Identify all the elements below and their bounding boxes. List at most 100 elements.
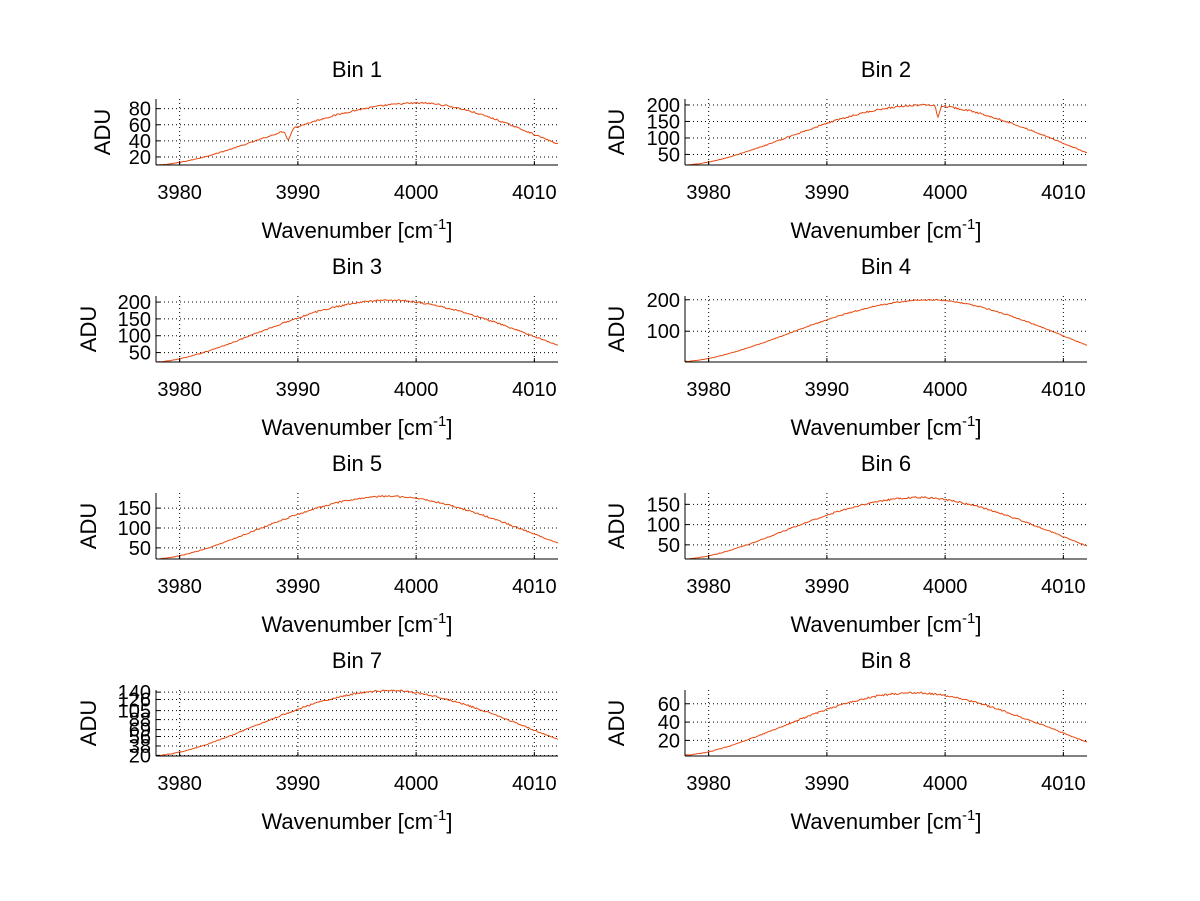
x-axis-label-main: Wavenumber [cm — [261, 612, 433, 637]
y-tick-label: 100 — [647, 321, 680, 343]
x-axis-label: Wavenumber [cm-1] — [261, 807, 452, 834]
x-tick-label: 4010 — [1041, 182, 1086, 204]
y-tick-label: 50 — [129, 538, 151, 560]
y-axis-label: ADU — [604, 306, 629, 352]
x-axis-label-main: Wavenumber [cm — [261, 218, 433, 243]
x-axis-label: Wavenumber [cm-1] — [261, 413, 452, 440]
x-tick-label: 4000 — [394, 773, 439, 795]
y-tick-label: 100 — [647, 128, 680, 150]
chart-title: Bin 5 — [332, 451, 382, 476]
chart-title: Bin 2 — [861, 57, 911, 82]
spectrum-line — [684, 103, 1088, 166]
x-tick-label: 4000 — [923, 576, 968, 598]
x-axis-label-main: Wavenumber [cm — [790, 809, 962, 834]
y-tick-label: 20 — [129, 147, 151, 169]
y-tick-label: 69 — [129, 720, 151, 742]
x-tick-label: 3990 — [805, 773, 850, 795]
x-axis-label-exponent: -1 — [962, 216, 975, 233]
x-axis-label-main: Wavenumber [cm — [790, 415, 962, 440]
x-tick-label: 4000 — [394, 379, 439, 401]
x-tick-label: 3980 — [686, 576, 731, 598]
x-tick-label: 4000 — [923, 182, 968, 204]
y-tick-label: 150 — [647, 494, 680, 516]
y-tick-label: 150 — [647, 111, 680, 133]
y-axis-label: ADU — [604, 700, 629, 746]
x-axis-label-exponent: -1 — [433, 413, 446, 430]
x-tick-label: 3990 — [805, 576, 850, 598]
x-tick-label: 4000 — [394, 576, 439, 598]
chart-title: Bin 6 — [861, 451, 911, 476]
x-axis-label-close: ] — [446, 415, 452, 440]
x-axis-label-main: Wavenumber [cm — [261, 809, 433, 834]
subplot-bin-4: Bin 4 3980 3990 4000 4010 100 200 Wavenumber [c… — [604, 254, 1088, 440]
x-tick-label: 4010 — [1041, 773, 1086, 795]
x-tick-label: 3990 — [276, 773, 321, 795]
y-axis-label: ADU — [76, 503, 101, 549]
x-axis-label-close: ] — [975, 612, 981, 637]
x-tick-label: 3980 — [157, 379, 202, 401]
x-axis-label-close: ] — [446, 218, 452, 243]
spectrum-line — [155, 689, 559, 757]
x-tick-label: 4000 — [394, 182, 439, 204]
y-tick-label: 100 — [647, 515, 680, 537]
y-tick-label: 126 — [118, 690, 151, 712]
y-tick-label: 50 — [658, 535, 680, 557]
x-tick-label: 4000 — [923, 773, 968, 795]
spectrum-line — [155, 299, 559, 363]
x-tick-label: 4010 — [512, 773, 557, 795]
y-tick-label: 60 — [658, 694, 680, 716]
x-axis-label: Wavenumber [cm-1] — [790, 610, 981, 637]
x-axis-label-exponent: -1 — [962, 413, 975, 430]
x-tick-label: 4010 — [1041, 379, 1086, 401]
x-axis-label-exponent: -1 — [962, 807, 975, 824]
x-tick-label: 3980 — [686, 773, 731, 795]
x-axis-label-exponent: -1 — [962, 610, 975, 627]
x-axis-label: Wavenumber [cm-1] — [790, 413, 981, 440]
spectrum-line — [155, 494, 559, 560]
x-axis-label-main: Wavenumber [cm — [790, 218, 962, 243]
chart-title: Bin 8 — [861, 648, 911, 673]
y-tick-label: 20 — [129, 745, 151, 767]
y-tick-label: 150 — [118, 309, 151, 331]
y-tick-label: 140 — [118, 682, 151, 704]
x-tick-label: 3990 — [276, 379, 321, 401]
x-axis-label-close: ] — [446, 612, 452, 637]
y-tick-label: 100 — [118, 518, 151, 540]
y-tick-label: 200 — [647, 290, 680, 312]
y-tick-label: 105 — [118, 701, 151, 723]
spectrum-line — [684, 691, 1088, 756]
y-tick-label: 200 — [647, 95, 680, 117]
x-tick-label: 3980 — [157, 182, 202, 204]
chart-title: Bin 3 — [332, 254, 382, 279]
x-axis-label: Wavenumber [cm-1] — [790, 216, 981, 243]
x-tick-label: 3990 — [276, 182, 321, 204]
y-tick-label: 56 — [129, 726, 151, 748]
x-axis-label-main: Wavenumber [cm — [790, 612, 962, 637]
subplot-bin-7: Bin 7 3980 3990 4000 4010 2038566988105126140… — [76, 648, 559, 834]
x-axis-label: Wavenumber [cm-1] — [790, 807, 981, 834]
chart-title: Bin 4 — [861, 254, 911, 279]
x-axis-label: Wavenumber [cm-1] — [261, 216, 452, 243]
y-tick-label: 50 — [129, 343, 151, 365]
x-tick-label: 3990 — [805, 182, 850, 204]
x-axis-label-exponent: -1 — [433, 807, 446, 824]
y-tick-label: 40 — [658, 712, 680, 734]
x-tick-label: 4010 — [1041, 576, 1086, 598]
y-tick-label: 20 — [658, 730, 680, 752]
y-axis-label: ADU — [76, 700, 101, 746]
x-tick-label: 3980 — [686, 379, 731, 401]
spectrum-line — [155, 101, 559, 166]
x-tick-label: 3990 — [276, 576, 321, 598]
y-tick-label: 50 — [658, 144, 680, 166]
y-tick-label: 88 — [129, 710, 151, 732]
y-axis-label: ADU — [604, 503, 629, 549]
y-tick-label: 200 — [118, 292, 151, 314]
y-axis-label: ADU — [76, 306, 101, 352]
y-tick-label: 40 — [129, 131, 151, 153]
